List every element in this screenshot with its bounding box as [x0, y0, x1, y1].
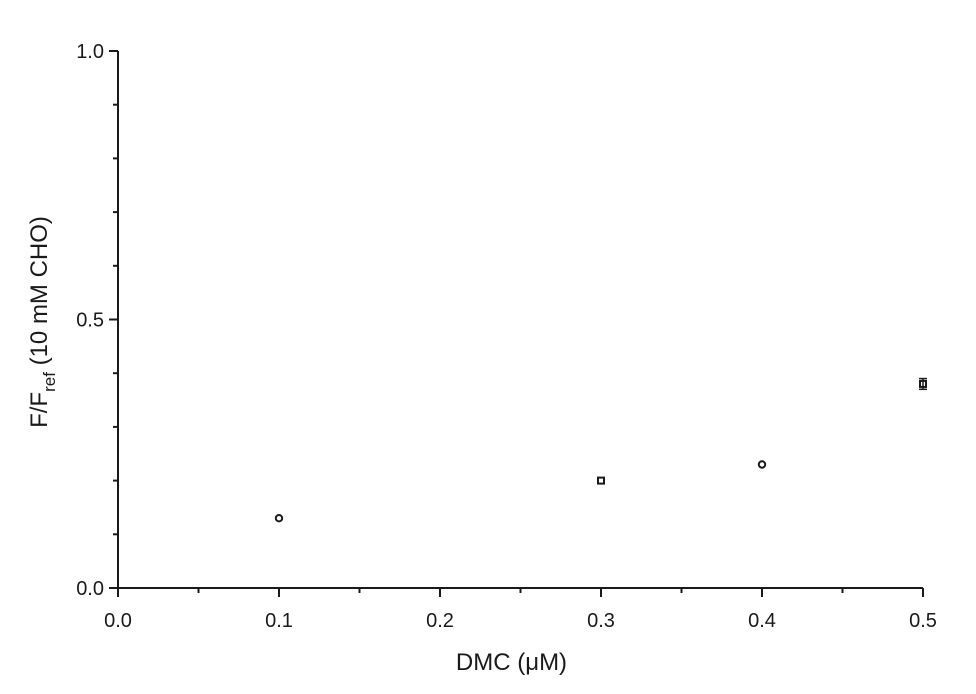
axes [117, 51, 923, 589]
ticks [109, 50, 924, 597]
y-axis-title-suffix: (10 mM CHO) [26, 216, 53, 372]
x-tick-label: 0.0 [104, 610, 132, 632]
data-point-circle [274, 513, 284, 523]
y-tick-label: 0.5 [76, 310, 104, 332]
x-tick-label: 0.3 [587, 610, 615, 632]
data-points [274, 377, 927, 523]
x-tick-label: 0.5 [909, 610, 937, 632]
y-axis-title: F/Fref (10 mM CHO) [26, 216, 59, 428]
x-tick-label: 0.1 [265, 610, 293, 632]
x-axis-title: DMC (μM) [456, 649, 567, 676]
y-tick-label: 0.0 [76, 578, 104, 600]
data-point-square [597, 476, 605, 485]
data-point-square [919, 379, 927, 388]
tick-labels: 0.0 0.1 0.2 0.3 0.4 0.5 0.0 0.5 1.0 [76, 41, 937, 632]
x-tick-label: 0.2 [426, 610, 454, 632]
y-axis-title-subscript: ref [40, 372, 59, 392]
y-tick-label: 1.0 [76, 41, 104, 63]
y-axis-title-main: F/F [26, 392, 53, 428]
data-point-circle [757, 460, 767, 469]
x-tick-label: 0.4 [748, 610, 776, 632]
